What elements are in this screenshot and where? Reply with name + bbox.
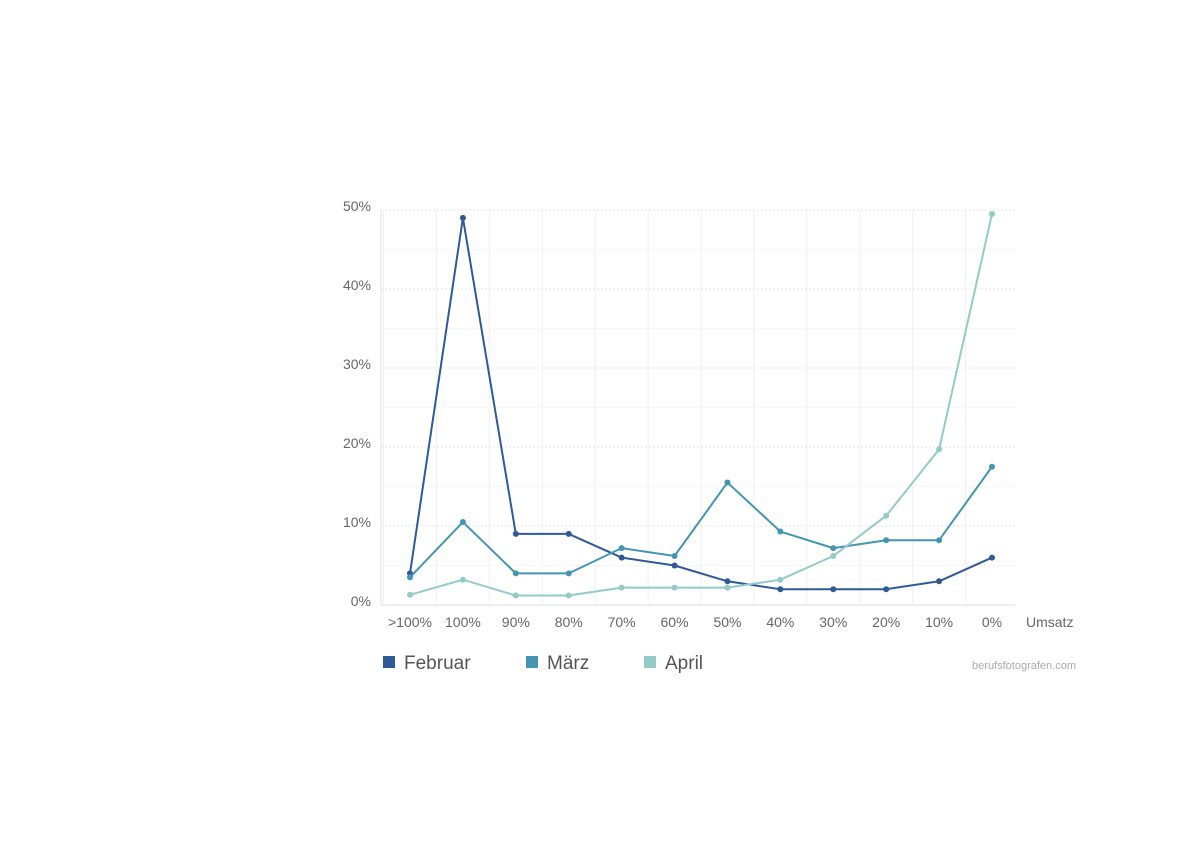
legend-item: Februar [383,653,471,674]
data-point [724,578,731,585]
legend-item: März [526,653,589,674]
legend-swatch [526,656,538,668]
y-tick-label: 10% [343,514,371,530]
series-line [409,212,993,597]
x-tick-label: 30% [819,614,847,630]
data-point [989,210,995,217]
x-tick-label: 0% [982,614,1002,630]
data-point [565,570,572,577]
data-point [407,574,413,581]
data-point [512,592,519,599]
legend-swatch [383,656,395,668]
data-point [512,570,519,577]
y-tick-label: 40% [343,277,371,293]
data-point [883,537,890,544]
data-point [936,578,943,585]
data-point [671,584,678,591]
x-tick-label: 70% [608,614,636,630]
data-point [777,576,784,583]
x-tick-label: 50% [713,614,741,630]
data-point [618,584,625,591]
data-point [618,545,625,552]
x-tick-label: 60% [661,614,689,630]
data-point [565,592,572,599]
data-point [883,512,890,519]
legend-item: April [644,653,703,674]
data-point [777,528,784,535]
data-point [671,553,678,560]
axes: 0% 10% 20% 30% 40% 50% >100% 100% 90% 80% 70% 60% 50… [343,198,1073,630]
data-point [883,586,890,593]
series-line [409,216,993,591]
series-line [409,465,993,579]
legend-swatch [644,656,656,668]
x-tick-label: 100% [445,614,481,630]
data-point [512,530,519,537]
data-point [989,554,995,561]
data-point [407,591,413,598]
x-tick-label: 40% [766,614,794,630]
legend-label: März [547,653,589,674]
series-1 [407,214,995,593]
data-point [618,554,625,561]
x-tick-label: 80% [555,614,583,630]
data-point [777,586,784,593]
legend-label: April [665,653,703,674]
data-point [830,545,837,552]
data-point [565,530,572,537]
data-point [724,479,731,486]
x-axis-label: Umsatz [1026,614,1073,630]
x-tick-label: 20% [872,614,900,630]
data-point [830,586,837,593]
y-tick-label: 30% [343,356,371,372]
data-point [459,519,466,526]
data-point [936,537,943,544]
legend-label: Februar [404,653,471,674]
x-tick-label: 10% [925,614,953,630]
data-point [830,553,837,560]
credit-text: berufsfotografen.com [972,660,1076,672]
y-tick-label: 50% [343,198,371,214]
x-tick-label: >100% [388,614,432,630]
data-point [671,562,678,569]
y-tick-label: 0% [351,593,371,609]
series-lines [407,210,995,599]
series-2 [407,463,995,581]
data-point [459,576,466,583]
data-point [989,463,995,470]
grid [381,209,1015,606]
y-tick-label: 20% [343,435,371,451]
data-point [724,584,731,591]
data-point [459,214,466,221]
x-tick-label: 90% [502,614,530,630]
series-3 [407,210,995,599]
data-point [936,446,943,453]
legend: Februar März April [383,653,703,674]
